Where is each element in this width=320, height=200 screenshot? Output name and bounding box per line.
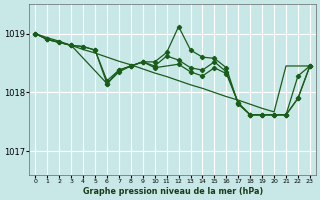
X-axis label: Graphe pression niveau de la mer (hPa): Graphe pression niveau de la mer (hPa) xyxy=(83,187,263,196)
